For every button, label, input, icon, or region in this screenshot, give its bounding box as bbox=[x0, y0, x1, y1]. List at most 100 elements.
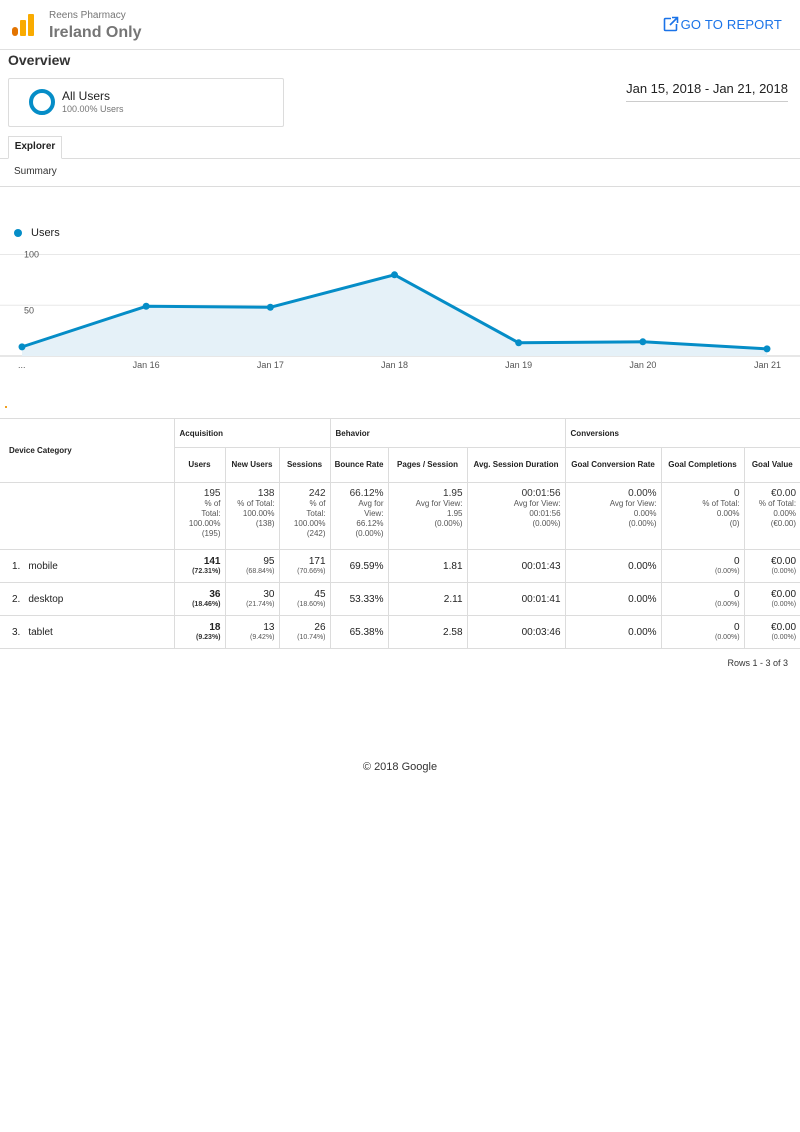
column-header-bounce-rate[interactable]: Bounce Rate bbox=[329, 447, 389, 483]
footer-copyright: © 2018 Google bbox=[362, 761, 438, 773]
goal-completions-percent: (0.00%) bbox=[715, 568, 740, 575]
table-row: 2. desktop 36 (18.46%) 30 (21.74%) 45 (18.60… bbox=[0, 582, 800, 616]
device-cell[interactable]: 1. mobile bbox=[0, 549, 175, 583]
column-header-goal-conversion-rate[interactable]: Goal Conversion Rate bbox=[564, 447, 662, 483]
column-header-sessions[interactable]: Sessions bbox=[278, 447, 331, 483]
totals-users-detail: Total: bbox=[201, 509, 221, 518]
column-header-pages-session[interactable]: Pages / Session bbox=[387, 447, 468, 483]
goal-completions-value: 0 bbox=[733, 622, 740, 633]
legend-label-users: Users bbox=[31, 227, 60, 239]
goal-value-cell: €0.00 (0.00%) bbox=[743, 582, 800, 616]
totals-avg-duration-cell: 00:01:56 Avg for View: 00:01:56 (0.00%) bbox=[466, 482, 566, 550]
date-range-picker[interactable]: Jan 15, 2018 - Jan 21, 2018 bbox=[626, 81, 788, 102]
avg-duration-cell: 00:01:43 bbox=[466, 549, 566, 583]
totals-sessions-detail: Total: bbox=[306, 509, 326, 518]
new-users-value: 13 bbox=[263, 622, 275, 633]
new-users-percent: (21.74%) bbox=[246, 601, 275, 608]
goal-value-cell: €0.00 (0.00%) bbox=[743, 615, 800, 649]
report-header: Reens Pharmacy Ireland Only GO TO REPORT bbox=[0, 0, 800, 50]
avg-duration-cell: 00:03:46 bbox=[466, 615, 566, 649]
column-header-users[interactable]: Users bbox=[174, 447, 226, 483]
x-tick-label: Jan 21 bbox=[754, 360, 781, 370]
open-external-icon bbox=[663, 16, 679, 32]
totals-goal-conversion-rate-detail: (0.00%) bbox=[628, 519, 657, 528]
data-point-jan-17 bbox=[266, 303, 274, 311]
data-point-jan-19 bbox=[515, 339, 523, 347]
x-tick-label: Jan 20 bbox=[629, 360, 656, 370]
totals-new-users-detail: 100.00% bbox=[242, 509, 275, 518]
totals-sessions-value: 242 bbox=[308, 488, 326, 499]
new-users-value: 30 bbox=[263, 589, 275, 600]
users-value: 36 bbox=[209, 589, 221, 600]
column-header-avg-session-duration[interactable]: Avg. Session Duration bbox=[466, 447, 566, 483]
row-index: 1. bbox=[12, 560, 21, 572]
totals-pages-session-detail: 1.95 bbox=[446, 509, 463, 518]
sessions-value: 45 bbox=[314, 589, 326, 600]
totals-new-users-value: 138 bbox=[257, 488, 275, 499]
table-row: 3. tablet 18 (9.23%) 13 (9.42%) 26 (10.74%) … bbox=[0, 615, 800, 649]
data-point-jan-15 bbox=[18, 343, 26, 351]
x-tick-label: Jan 19 bbox=[505, 360, 532, 370]
goal-value-percent: (0.00%) bbox=[771, 568, 797, 575]
totals-bounce-rate-detail: View: bbox=[364, 509, 384, 518]
totals-avg-duration-detail: 00:01:56 bbox=[529, 509, 561, 518]
goal-completions-percent: (0.00%) bbox=[715, 601, 740, 608]
device-cell[interactable]: 2. desktop bbox=[0, 582, 175, 616]
device-name[interactable]: mobile bbox=[28, 560, 58, 572]
chart-legend: Users bbox=[14, 227, 60, 239]
totals-bounce-rate-detail: Avg for bbox=[358, 499, 384, 508]
totals-users-value: 195 bbox=[203, 488, 221, 499]
page-title: Overview bbox=[8, 52, 71, 68]
new-users-cell: 95 (68.84%) bbox=[224, 549, 280, 583]
segment-card-all-users[interactable]: All Users 100.00% Users bbox=[8, 78, 284, 127]
totals-pages-session-detail: (0.00%) bbox=[434, 519, 463, 528]
tab-divider bbox=[0, 158, 800, 159]
users-cell: 141 (72.31%) bbox=[173, 549, 226, 583]
totals-bounce-rate-cell: 66.12% Avg for View: 66.12% (0.00%) bbox=[329, 482, 389, 550]
column-header-goal-completions[interactable]: Goal Completions bbox=[660, 447, 745, 483]
tab-summary[interactable]: Summary bbox=[14, 166, 57, 177]
pages-session-cell: 1.81 bbox=[387, 549, 468, 583]
pages-session-cell: 2.11 bbox=[387, 582, 468, 616]
device-cell[interactable]: 3. tablet bbox=[0, 615, 175, 649]
new-users-cell: 13 (9.42%) bbox=[224, 615, 280, 649]
x-tick-label: Jan 18 bbox=[381, 360, 408, 370]
sessions-value: 26 bbox=[314, 622, 326, 633]
totals-avg-duration-detail: Avg for View: bbox=[513, 499, 561, 508]
totals-goal-value-detail: % of Total: bbox=[758, 499, 797, 508]
row-index: 3. bbox=[12, 626, 21, 638]
go-to-report-label: GO TO REPORT bbox=[680, 16, 782, 32]
totals-goal-value-value: €0.00 bbox=[771, 488, 797, 499]
device-name[interactable]: desktop bbox=[28, 593, 64, 605]
group-header-behavior: Behavior bbox=[329, 418, 566, 448]
column-header-device-category[interactable]: Device Category bbox=[0, 418, 175, 483]
segment-name: All Users bbox=[62, 89, 111, 103]
new-users-percent: (9.42%) bbox=[249, 634, 275, 641]
device-name[interactable]: tablet bbox=[28, 626, 53, 638]
decorative-mark bbox=[5, 406, 7, 408]
new-users-value: 95 bbox=[263, 556, 275, 567]
totals-users-cell: 195% of Total: 100.00% (195) bbox=[173, 482, 226, 550]
data-point-jan-21 bbox=[763, 345, 771, 353]
goal-completions-cell: 0 (0.00%) bbox=[660, 582, 745, 616]
column-header-goal-value[interactable]: Goal Value bbox=[743, 447, 800, 483]
goal-value-cell: €0.00 (0.00%) bbox=[743, 549, 800, 583]
totals-goal-value-detail: (€0.00) bbox=[770, 519, 797, 528]
users-value: 141 bbox=[203, 556, 221, 567]
y-tick-label: 50 bbox=[24, 305, 34, 315]
totals-goal-value-cell: €0.00% of Total: 0.00% (€0.00) bbox=[743, 482, 800, 550]
totals-row: 195% of Total: 100.00% (195) 138 % of Total: 1… bbox=[0, 482, 800, 550]
tab-explorer[interactable]: Explorer bbox=[8, 136, 62, 159]
goal-conversion-rate-cell: 0.00% bbox=[564, 582, 662, 616]
segment-share: 100.00% Users bbox=[62, 104, 124, 114]
goal-conversion-rate-cell: 0.00% bbox=[564, 549, 662, 583]
totals-goal-completions-detail: (0) bbox=[729, 519, 740, 528]
sessions-cell: 26 (10.74%) bbox=[278, 615, 331, 649]
group-header-acquisition: Acquisition bbox=[173, 418, 331, 448]
goal-completions-percent: (0.00%) bbox=[715, 634, 740, 641]
summary-divider bbox=[0, 186, 800, 187]
goal-completions-cell: 0 (0.00%) bbox=[660, 549, 745, 583]
column-header-new-users[interactable]: New Users bbox=[224, 447, 280, 483]
go-to-report-link[interactable]: GO TO REPORT bbox=[663, 16, 782, 32]
totals-goal-value-detail: 0.00% bbox=[773, 509, 797, 518]
